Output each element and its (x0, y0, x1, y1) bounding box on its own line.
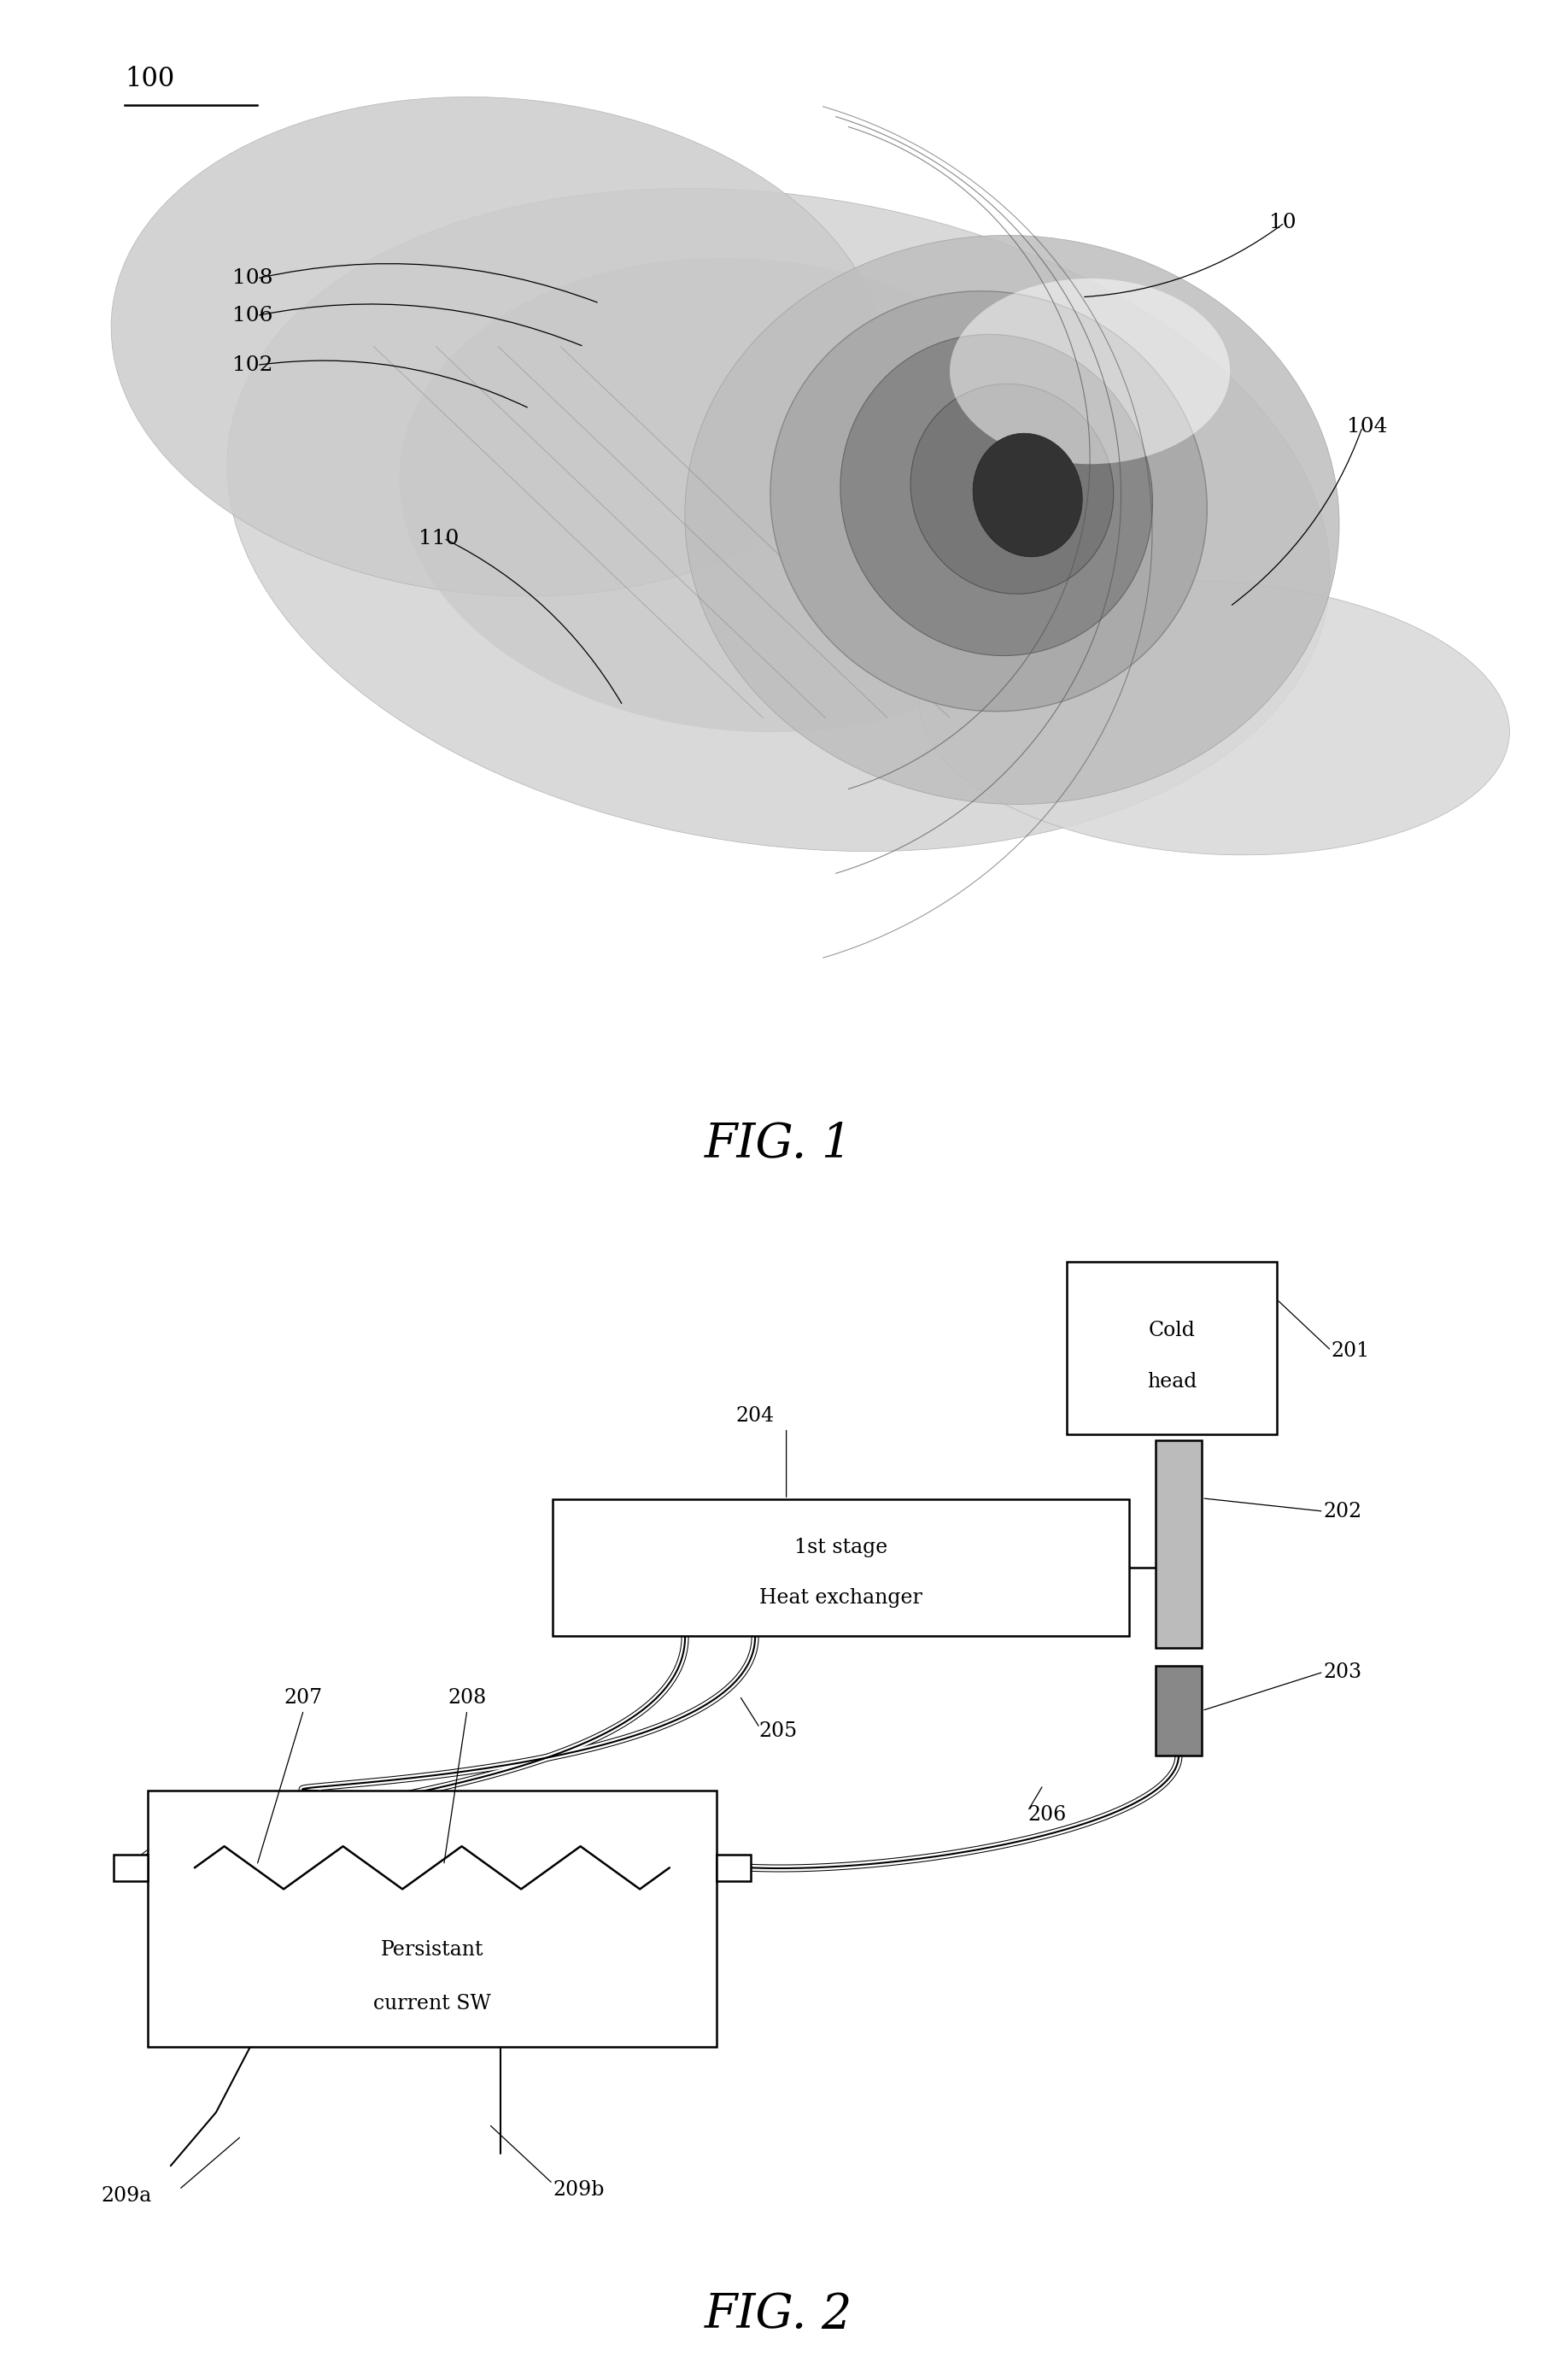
Text: 208: 208 (448, 1687, 486, 1709)
Text: 110: 110 (419, 528, 459, 547)
Text: FIG. 2: FIG. 2 (704, 2292, 853, 2337)
Ellipse shape (227, 188, 1330, 852)
Text: Cold: Cold (1148, 1321, 1196, 1340)
Text: 204: 204 (736, 1407, 774, 1426)
Bar (553, 1499, 1129, 1637)
Text: Heat exchanger: Heat exchanger (760, 1587, 922, 1609)
Text: 104: 104 (1347, 416, 1387, 438)
Text: Persistant: Persistant (380, 1940, 484, 1959)
Ellipse shape (841, 336, 1152, 655)
Bar (716, 1854, 750, 1880)
Text: 10: 10 (1269, 212, 1295, 233)
Ellipse shape (919, 581, 1510, 854)
Text: 207: 207 (285, 1687, 322, 1709)
Bar (114, 1854, 148, 1880)
Bar (1067, 1261, 1277, 1433)
Text: 203: 203 (1323, 1661, 1362, 1683)
Text: 1st stage: 1st stage (794, 1537, 887, 1557)
Ellipse shape (973, 433, 1082, 557)
Ellipse shape (685, 236, 1339, 804)
Text: current SW: current SW (374, 1994, 490, 2013)
Bar (1155, 1440, 1202, 1647)
Text: 206: 206 (1028, 1804, 1067, 1825)
Ellipse shape (911, 383, 1113, 595)
Ellipse shape (399, 257, 1096, 733)
Text: 209a: 209a (101, 2185, 153, 2206)
Text: 106: 106 (232, 305, 272, 326)
Text: 205: 205 (760, 1721, 797, 1742)
Text: 100: 100 (125, 67, 174, 93)
Ellipse shape (111, 98, 886, 595)
Ellipse shape (950, 278, 1230, 464)
Text: 209b: 209b (553, 2180, 604, 2199)
Bar (148, 1790, 716, 2047)
Text: 108: 108 (232, 269, 272, 288)
Text: 202: 202 (1323, 1502, 1362, 1521)
Ellipse shape (771, 290, 1207, 712)
Text: 102: 102 (232, 355, 272, 376)
Text: head: head (1146, 1373, 1197, 1392)
Bar (1155, 1666, 1202, 1756)
Text: FIG. 1: FIG. 1 (704, 1121, 853, 1169)
Text: 201: 201 (1331, 1340, 1370, 1361)
